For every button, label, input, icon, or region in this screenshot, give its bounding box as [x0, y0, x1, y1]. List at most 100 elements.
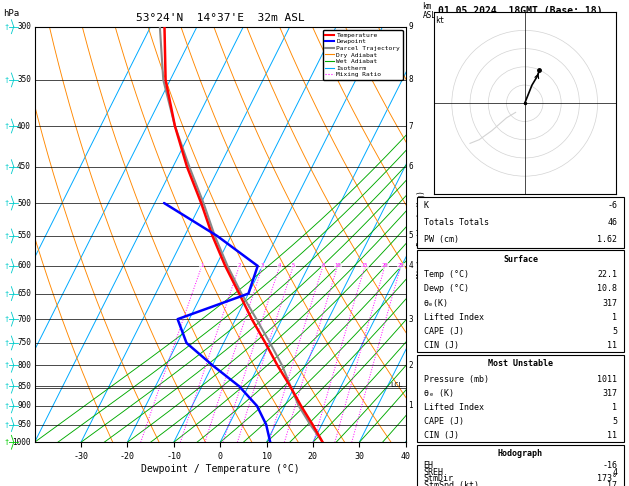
Text: EH: EH — [423, 461, 433, 470]
Text: 3: 3 — [261, 263, 264, 268]
Text: 46: 46 — [608, 218, 618, 227]
Text: 11: 11 — [608, 431, 618, 440]
Text: †: † — [4, 383, 8, 389]
Text: -6: -6 — [608, 201, 618, 210]
Text: Lifted Index: Lifted Index — [423, 312, 484, 322]
Text: Lifted Index: Lifted Index — [423, 403, 484, 412]
Text: 20: 20 — [382, 263, 388, 268]
Text: Surface: Surface — [503, 255, 538, 263]
Text: StmDir: StmDir — [423, 474, 454, 483]
Text: 1: 1 — [408, 401, 413, 410]
Text: Pressure (mb): Pressure (mb) — [423, 375, 489, 384]
Text: 1: 1 — [613, 312, 618, 322]
Text: 5: 5 — [292, 263, 295, 268]
Text: †: † — [4, 421, 8, 428]
Text: 300: 300 — [17, 22, 31, 31]
Text: †: † — [4, 263, 8, 269]
Text: 8: 8 — [408, 75, 413, 85]
Text: †: † — [4, 123, 8, 129]
Text: †: † — [4, 291, 8, 296]
Text: CIN (J): CIN (J) — [423, 341, 459, 350]
Text: 4: 4 — [408, 261, 413, 270]
Text: -16: -16 — [603, 461, 618, 470]
Text: 1.62: 1.62 — [598, 235, 618, 244]
Text: 650: 650 — [17, 289, 31, 298]
Text: K: K — [423, 201, 428, 210]
Text: †: † — [4, 77, 8, 83]
Text: CAPE (J): CAPE (J) — [423, 417, 464, 426]
Text: 6: 6 — [408, 162, 413, 171]
Text: 350: 350 — [17, 75, 31, 85]
Text: 7: 7 — [408, 122, 413, 131]
Text: 25: 25 — [398, 263, 404, 268]
Text: 22.1: 22.1 — [598, 270, 618, 279]
Text: Hodograph: Hodograph — [498, 449, 543, 458]
Text: †: † — [4, 340, 8, 346]
Text: †: † — [4, 316, 8, 322]
Text: 2: 2 — [408, 361, 413, 370]
Text: 10: 10 — [335, 263, 341, 268]
Text: hPa: hPa — [3, 9, 19, 18]
Text: LCL: LCL — [391, 382, 403, 388]
Text: 1011: 1011 — [598, 375, 618, 384]
Text: Dewp (°C): Dewp (°C) — [423, 284, 469, 294]
Text: 5: 5 — [613, 417, 618, 426]
Text: †: † — [4, 439, 8, 445]
Text: †: † — [4, 362, 8, 368]
Text: 173°: 173° — [598, 474, 618, 483]
Text: 3: 3 — [408, 314, 413, 324]
Text: 17: 17 — [608, 481, 618, 486]
Bar — [417, 250, 624, 352]
Text: 500: 500 — [17, 199, 31, 208]
Text: StmSpd (kt): StmSpd (kt) — [423, 481, 479, 486]
Text: 8: 8 — [321, 263, 325, 268]
Text: PW (cm): PW (cm) — [423, 235, 459, 244]
Text: km
ASL: km ASL — [423, 2, 437, 20]
Text: 750: 750 — [17, 338, 31, 347]
Text: 700: 700 — [17, 314, 31, 324]
Text: 900: 900 — [17, 401, 31, 410]
Text: †: † — [4, 233, 8, 239]
Text: 01.05.2024  18GMT (Base: 18): 01.05.2024 18GMT (Base: 18) — [438, 6, 603, 16]
Text: 1000: 1000 — [13, 438, 31, 447]
Text: 317: 317 — [603, 389, 618, 398]
Text: 600: 600 — [17, 261, 31, 270]
Legend: Temperature, Dewpoint, Parcel Trajectory, Dry Adiabat, Wet Adiabat, Isotherm, Mi: Temperature, Dewpoint, Parcel Trajectory… — [323, 30, 403, 80]
Text: 1: 1 — [613, 403, 618, 412]
Text: CIN (J): CIN (J) — [423, 431, 459, 440]
Text: Most Unstable: Most Unstable — [488, 359, 553, 368]
Text: Temp (°C): Temp (°C) — [423, 270, 469, 279]
Text: 2: 2 — [238, 263, 241, 268]
Text: †: † — [4, 403, 8, 409]
Text: 317: 317 — [603, 298, 618, 308]
Text: 11: 11 — [608, 341, 618, 350]
Text: SREH: SREH — [423, 468, 443, 477]
Text: 400: 400 — [17, 122, 31, 131]
Text: θₑ(K): θₑ(K) — [423, 298, 448, 308]
Text: †: † — [4, 164, 8, 170]
Text: 800: 800 — [17, 361, 31, 370]
Text: θₑ (K): θₑ (K) — [423, 389, 454, 398]
Text: 950: 950 — [17, 420, 31, 429]
Bar — [417, 445, 624, 486]
Text: 4: 4 — [613, 468, 618, 477]
Bar — [417, 355, 624, 442]
Text: †: † — [4, 200, 8, 206]
Text: 850: 850 — [17, 382, 31, 391]
Text: Totals Totals: Totals Totals — [423, 218, 489, 227]
Title: 53°24'N  14°37'E  32m ASL: 53°24'N 14°37'E 32m ASL — [136, 13, 304, 23]
Text: 4: 4 — [278, 263, 281, 268]
Text: 450: 450 — [17, 162, 31, 171]
Text: 5: 5 — [613, 327, 618, 336]
Text: Mixing Ratio (g/kg): Mixing Ratio (g/kg) — [418, 191, 426, 278]
Text: 5: 5 — [408, 231, 413, 241]
Text: 15: 15 — [362, 263, 368, 268]
Text: 10.8: 10.8 — [598, 284, 618, 294]
X-axis label: Dewpoint / Temperature (°C): Dewpoint / Temperature (°C) — [141, 464, 299, 474]
Bar — [417, 197, 624, 248]
Text: 1: 1 — [200, 263, 203, 268]
Text: †: † — [4, 24, 8, 30]
Text: 550: 550 — [17, 231, 31, 241]
Text: CAPE (J): CAPE (J) — [423, 327, 464, 336]
Text: 9: 9 — [408, 22, 413, 31]
